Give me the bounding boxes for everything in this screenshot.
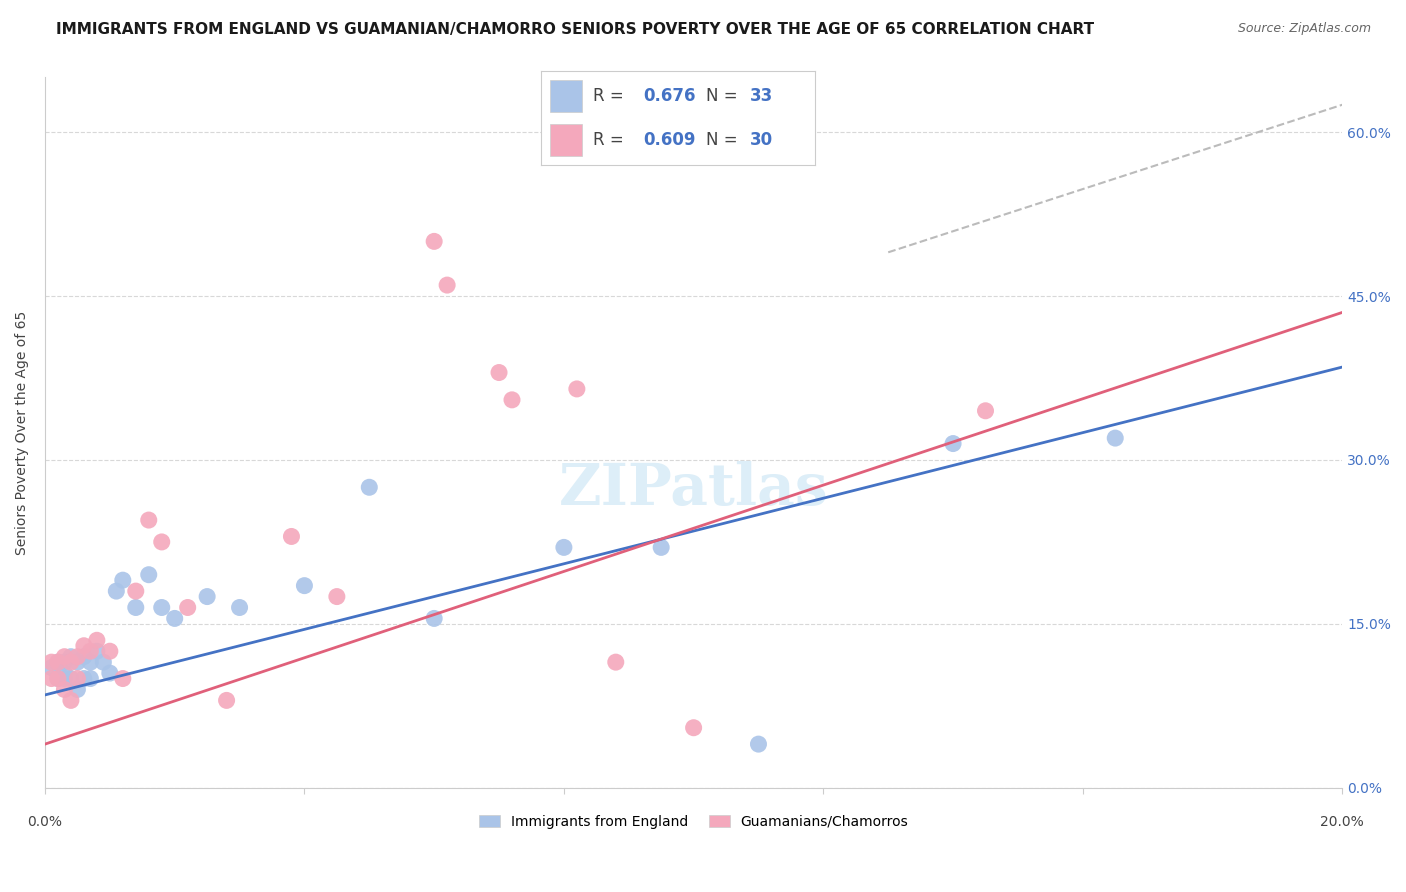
Point bbox=[46, 672, 69, 686]
Point bbox=[326, 590, 349, 604]
Point bbox=[79, 644, 101, 658]
Point bbox=[682, 721, 704, 735]
Point bbox=[501, 392, 523, 407]
Point bbox=[86, 633, 108, 648]
Point bbox=[59, 649, 82, 664]
Point bbox=[66, 672, 89, 686]
Point bbox=[93, 655, 115, 669]
Point bbox=[111, 672, 134, 686]
Point bbox=[974, 404, 997, 418]
Point bbox=[66, 649, 89, 664]
Point bbox=[553, 541, 575, 555]
Point bbox=[125, 584, 148, 599]
Point bbox=[59, 655, 82, 669]
Point bbox=[46, 655, 69, 669]
Text: 0.676: 0.676 bbox=[643, 87, 695, 104]
Point bbox=[436, 278, 458, 293]
Point bbox=[73, 672, 96, 686]
Text: ZIPatlas: ZIPatlas bbox=[558, 461, 828, 517]
Point bbox=[73, 649, 96, 664]
Text: N =: N = bbox=[706, 131, 742, 149]
Y-axis label: Seniors Poverty Over the Age of 65: Seniors Poverty Over the Age of 65 bbox=[15, 310, 30, 555]
Point bbox=[423, 611, 446, 625]
Point bbox=[228, 600, 250, 615]
Point bbox=[46, 672, 69, 686]
Legend: Immigrants from England, Guamanians/Chamorros: Immigrants from England, Guamanians/Cham… bbox=[474, 809, 914, 834]
Point bbox=[41, 672, 63, 686]
Text: 30: 30 bbox=[749, 131, 773, 149]
Point bbox=[53, 666, 76, 681]
Point bbox=[59, 693, 82, 707]
Point bbox=[125, 600, 148, 615]
Point bbox=[79, 655, 101, 669]
Point bbox=[650, 541, 672, 555]
Point bbox=[98, 644, 121, 658]
Text: 0.0%: 0.0% bbox=[28, 815, 62, 830]
Point bbox=[46, 655, 69, 669]
Point bbox=[79, 672, 101, 686]
Point bbox=[53, 672, 76, 686]
Point bbox=[53, 682, 76, 697]
Point bbox=[176, 600, 198, 615]
Point bbox=[605, 655, 627, 669]
Point bbox=[150, 600, 173, 615]
Point bbox=[41, 655, 63, 669]
Text: N =: N = bbox=[706, 87, 742, 104]
Point bbox=[41, 660, 63, 674]
Point bbox=[105, 584, 128, 599]
Point bbox=[66, 682, 89, 697]
FancyBboxPatch shape bbox=[550, 79, 582, 112]
Point bbox=[53, 655, 76, 669]
Point bbox=[98, 666, 121, 681]
Text: 0.609: 0.609 bbox=[643, 131, 695, 149]
Point bbox=[138, 513, 160, 527]
Point bbox=[66, 655, 89, 669]
Text: R =: R = bbox=[593, 131, 630, 149]
Point bbox=[73, 639, 96, 653]
Point bbox=[488, 366, 510, 380]
Text: Source: ZipAtlas.com: Source: ZipAtlas.com bbox=[1237, 22, 1371, 36]
Point bbox=[423, 235, 446, 249]
Point bbox=[215, 693, 238, 707]
Point bbox=[942, 436, 965, 450]
Point bbox=[111, 573, 134, 587]
FancyBboxPatch shape bbox=[550, 124, 582, 156]
Text: IMMIGRANTS FROM ENGLAND VS GUAMANIAN/CHAMORRO SENIORS POVERTY OVER THE AGE OF 65: IMMIGRANTS FROM ENGLAND VS GUAMANIAN/CHA… bbox=[56, 22, 1094, 37]
Point bbox=[565, 382, 588, 396]
Point bbox=[195, 590, 218, 604]
Point bbox=[138, 567, 160, 582]
Point bbox=[150, 535, 173, 549]
Point bbox=[59, 672, 82, 686]
Point bbox=[747, 737, 769, 751]
Point bbox=[53, 649, 76, 664]
Text: 33: 33 bbox=[749, 87, 773, 104]
Point bbox=[280, 529, 302, 543]
Point bbox=[86, 644, 108, 658]
Point bbox=[294, 579, 316, 593]
Text: 20.0%: 20.0% bbox=[1320, 815, 1364, 830]
Text: R =: R = bbox=[593, 87, 630, 104]
Point bbox=[1104, 431, 1126, 445]
Point bbox=[359, 480, 381, 494]
Point bbox=[163, 611, 186, 625]
